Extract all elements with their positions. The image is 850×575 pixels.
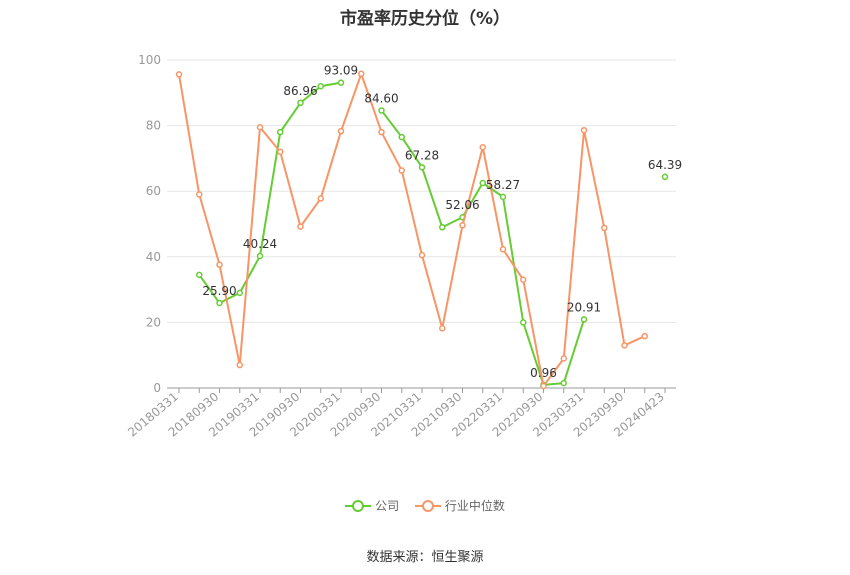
y-tick-label-100: 100 (138, 53, 161, 67)
company-data-label-16: 58.27 (486, 178, 520, 192)
series-0-point-1 (196, 271, 203, 279)
series-0-point-13 (439, 224, 446, 231)
series-0-line-segment-0 (198, 81, 342, 305)
series-1-point-21 (601, 224, 608, 232)
series-0-point-5 (277, 128, 284, 136)
company-data-label-2: 25.90 (202, 284, 236, 298)
chart-legend: 公司 行业中位数 (0, 497, 850, 516)
series-1-point-13 (439, 325, 446, 332)
legend-company-marker (345, 499, 372, 513)
series-1-point-11 (398, 167, 405, 174)
series-0-point-2 (216, 299, 223, 307)
y-tick-label-40: 40 (146, 250, 161, 264)
series-1-point-19 (560, 355, 567, 362)
series-0-point-6 (297, 99, 304, 107)
series-1-point-1 (196, 191, 203, 198)
series-0-point-10 (378, 107, 385, 114)
legend-item-industry-median[interactable]: 行业中位数 (414, 497, 505, 514)
data-source-note: 数据来源：恒生聚源 (366, 550, 484, 565)
company-data-label-24: 64.39 (648, 158, 682, 172)
series-1-point-14 (459, 222, 466, 229)
legend-item-company[interactable]: 公司 (345, 497, 399, 514)
series-0-point-4 (256, 252, 264, 260)
series-1-point-3 (236, 361, 243, 369)
legend-company-label: 公司 (375, 499, 400, 513)
series-0-point-19 (560, 379, 567, 387)
series-1-line-segment-0 (178, 72, 646, 388)
company-data-label-20: 20.91 (567, 300, 601, 314)
series-1-point-4 (256, 123, 264, 131)
series-0-point-24 (661, 173, 669, 181)
series-1-point-18 (540, 382, 547, 390)
series-1-point-20 (580, 126, 588, 134)
series-1-point-7 (317, 195, 324, 202)
series-1-point-2 (216, 261, 223, 268)
company-data-label-10: 84.60 (364, 92, 398, 106)
series-1-point-10 (378, 128, 385, 136)
series-0-point-12 (418, 164, 426, 171)
series-1-point-15 (479, 143, 486, 151)
company-data-label-6: 86.96 (283, 84, 317, 98)
y-tick-label-0: 0 (153, 381, 161, 395)
series-1-point-23 (641, 332, 648, 340)
series-0-point-11 (398, 133, 405, 141)
series-0-point-8 (337, 79, 345, 86)
series-1-point-9 (358, 70, 365, 78)
y-tick-label-60: 60 (146, 184, 161, 198)
series-1-point-8 (337, 127, 345, 135)
series-0-point-17 (520, 319, 527, 326)
company-data-label-12: 67.28 (405, 148, 439, 162)
legend-industry-median-marker (414, 499, 441, 513)
series-1-point-6 (297, 223, 304, 230)
series-1-point-0 (175, 71, 183, 78)
series-1-point-22 (621, 342, 628, 349)
series-1-point-16 (499, 246, 507, 253)
series-1-point-17 (520, 276, 527, 284)
series-0-point-3 (236, 289, 243, 297)
y-tick-label-20: 20 (146, 315, 161, 329)
series-0-point-16 (499, 193, 507, 201)
company-data-label-14: 52.06 (445, 198, 479, 212)
company-data-label-18: 0.96 (530, 366, 557, 380)
series-1-point-12 (418, 251, 426, 259)
series-0-point-7 (317, 82, 324, 90)
series-1-point-5 (277, 148, 284, 156)
company-data-label-4: 40.24 (243, 237, 277, 251)
legend-industry-median-label: 行业中位数 (444, 499, 505, 513)
series-0-point-20 (580, 316, 588, 323)
company-data-label-8: 93.09 (324, 64, 358, 78)
chart-title: 市盈率历史分位（%） (339, 9, 511, 29)
y-tick-label-80: 80 (146, 119, 161, 133)
series-0-point-15 (479, 179, 486, 187)
